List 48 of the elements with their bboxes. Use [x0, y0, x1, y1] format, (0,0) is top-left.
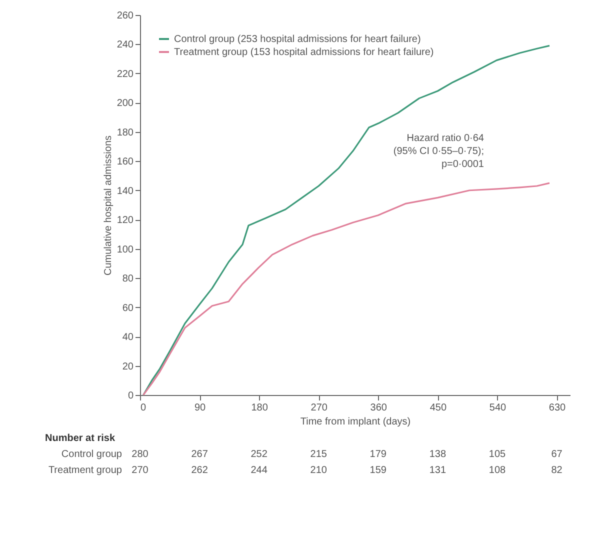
text: 270 — [132, 465, 149, 476]
text: 267 — [191, 449, 208, 460]
text: 131 — [429, 465, 446, 476]
text: 179 — [370, 449, 387, 460]
text: 108 — [488, 465, 506, 476]
text: 138 — [429, 449, 446, 460]
text: 210 — [310, 465, 328, 476]
x-axis-title: Time from implant (days) — [300, 416, 411, 428]
y-tick-label: 40 — [122, 332, 134, 344]
x-tick-label: 630 — [548, 402, 566, 414]
annotation: Hazard ratio 0·64 (95% CI 0·55–0·75); p=0·0001 — [393, 132, 484, 170]
text: 252 — [250, 449, 268, 460]
text: 262 — [191, 465, 208, 476]
y-tick-label: 200 — [116, 98, 134, 110]
text: 67 — [551, 449, 563, 460]
line-series — [142, 182, 550, 396]
y-tick-label: 60 — [122, 302, 134, 314]
y-tick-label: 180 — [116, 127, 134, 138]
text: 280 — [132, 449, 149, 460]
text: 215 — [310, 449, 328, 460]
y-tick-label: 120 — [116, 215, 134, 226]
y-tick-label: 0 — [128, 390, 134, 402]
text: Control group — [61, 449, 122, 460]
text: 159 — [370, 465, 387, 476]
y-tick-label: 160 — [116, 156, 134, 168]
line-series — [142, 44, 550, 396]
x-tick-label: 90 — [194, 402, 206, 414]
y-tick-label: 20 — [122, 361, 134, 372]
legend-label: Control group (253 hospital admissions for heart failure) — [174, 34, 421, 45]
legend-label: Treatment group (153 hospital admissions for heart failure) — [174, 47, 434, 58]
x-tick-label: 270 — [310, 402, 328, 414]
x-tick-label: 450 — [430, 402, 447, 414]
y-tick-label: 100 — [116, 244, 134, 256]
y-tick-label: 80 — [122, 274, 134, 285]
text: 82 — [551, 465, 563, 476]
x-tick-label: 0 — [140, 402, 146, 414]
text: 105 — [488, 449, 506, 460]
text: Treatment group — [48, 465, 122, 476]
y-tick-label: 240 — [116, 40, 134, 51]
x-tick-label: 540 — [489, 402, 507, 414]
x-tick-label: 360 — [370, 402, 388, 414]
text: 244 — [250, 465, 268, 476]
y-tick-label: 220 — [116, 68, 134, 80]
x-tick-label: 180 — [251, 402, 268, 414]
text: Number at risk — [45, 433, 116, 444]
y-axis-title: Cumulative hospital admissions — [102, 135, 114, 276]
y-tick-label: 140 — [116, 186, 134, 197]
y-tick-label: 260 — [116, 10, 134, 22]
